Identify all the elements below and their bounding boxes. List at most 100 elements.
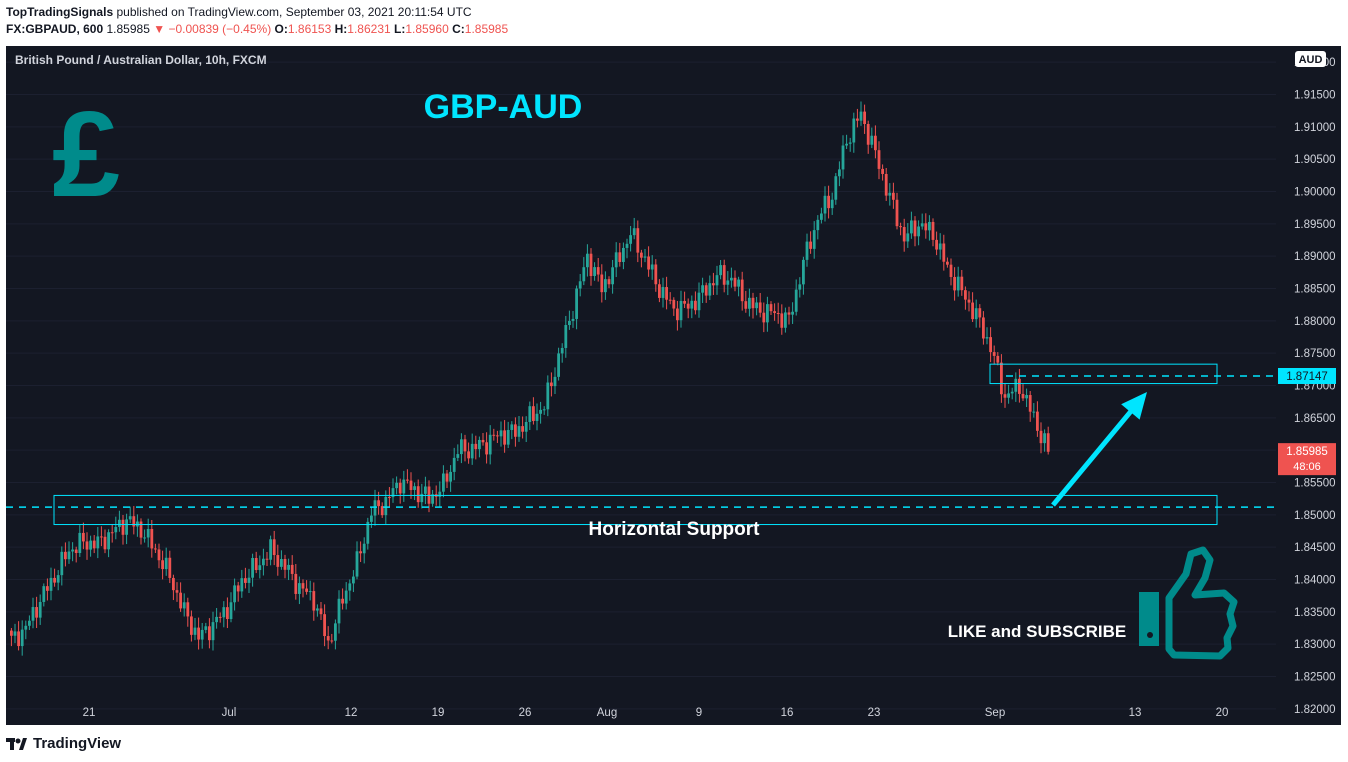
- candle-body: [193, 627, 197, 635]
- candle-body: [46, 586, 49, 591]
- resistance-price-tag: [1278, 367, 1336, 384]
- candle-body: [118, 519, 121, 527]
- candle-body: [229, 602, 233, 620]
- candle-body: [298, 583, 301, 594]
- y-tick-label: 1.91000: [1294, 122, 1336, 134]
- candle-body: [974, 308, 978, 320]
- candle-body: [524, 422, 528, 432]
- candle-body: [384, 496, 388, 516]
- candle-body: [697, 292, 701, 311]
- candle-body: [643, 256, 647, 258]
- candle-body: [420, 493, 424, 503]
- candle-body: [92, 540, 96, 549]
- candle-body: [506, 429, 510, 445]
- candle-body: [1003, 394, 1007, 398]
- y-tick-label: 1.83500: [1294, 607, 1336, 619]
- candle-body: [589, 253, 593, 277]
- candle-body: [13, 631, 17, 636]
- candle-body: [31, 607, 35, 621]
- candle-body: [240, 578, 244, 592]
- tradingview-footer[interactable]: TradingView: [6, 735, 121, 752]
- x-tick-label: Jul: [222, 707, 237, 719]
- candle-body: [902, 227, 906, 242]
- candle-body: [474, 443, 478, 450]
- close-label: C:: [452, 22, 465, 36]
- candle-body: [233, 585, 236, 603]
- candle-body: [100, 536, 103, 538]
- candle-body: [352, 576, 355, 584]
- chart-area[interactable]: GBP-AUD British Pound / Australian Dolla…: [6, 46, 1341, 725]
- candle-body: [269, 539, 272, 560]
- candle-body: [42, 586, 46, 602]
- candle-body: [895, 199, 899, 227]
- candle-body: [265, 558, 269, 560]
- candle-body: [78, 532, 82, 553]
- author-name[interactable]: TopTradingSignals: [6, 5, 114, 19]
- candle-body: [877, 150, 881, 169]
- price-chart[interactable]: GBP-AUD British Pound / Australian Dolla…: [6, 46, 1341, 725]
- candle-body: [600, 274, 604, 293]
- candle-body: [283, 559, 287, 570]
- candle-body: [67, 551, 71, 560]
- candle-body: [546, 382, 550, 410]
- candle-body: [236, 585, 240, 592]
- candle-body: [370, 515, 373, 522]
- candle-body: [146, 528, 150, 538]
- candle-body: [892, 192, 895, 200]
- candle-body: [254, 558, 258, 571]
- resistance-zone-box[interactable]: [989, 363, 1218, 385]
- candle-body: [982, 317, 985, 339]
- publish-date: published on TradingView.com, September …: [116, 5, 472, 19]
- x-tick-label: 19: [432, 707, 445, 719]
- candle-body: [960, 276, 964, 291]
- tradingview-brand: TradingView: [33, 735, 122, 752]
- candle-body: [694, 300, 697, 311]
- candle-body: [884, 173, 888, 196]
- tradingview-logo-icon: [6, 737, 27, 750]
- candle-body: [769, 304, 773, 312]
- candle-body: [132, 516, 136, 527]
- candle-body: [938, 243, 942, 250]
- candle-body: [301, 583, 305, 589]
- candle-body: [748, 297, 751, 309]
- low-label: L:: [394, 22, 406, 36]
- candle-body: [985, 337, 989, 339]
- candle-body: [445, 473, 449, 482]
- candle-body: [791, 311, 794, 315]
- candle-body: [287, 564, 290, 570]
- candle-body: [654, 264, 658, 285]
- candle-body: [17, 631, 20, 647]
- candle-body: [96, 536, 100, 549]
- resistance-price-label: 1.87147: [1286, 371, 1328, 383]
- candle-body: [888, 192, 892, 196]
- y-tick-label: 1.90000: [1294, 187, 1336, 199]
- candle-body: [1010, 391, 1014, 394]
- candle-body: [607, 279, 611, 285]
- candle-body: [53, 577, 56, 583]
- candle-body: [330, 640, 334, 642]
- candle-body: [802, 259, 805, 285]
- candle-body: [776, 313, 780, 315]
- y-tick-label: 1.82500: [1294, 672, 1336, 684]
- candle-body: [575, 288, 578, 319]
- candle-body: [964, 290, 967, 300]
- candle-body: [218, 616, 222, 618]
- candle-body: [182, 602, 186, 609]
- candle-body: [478, 439, 481, 450]
- currency-badge[interactable]: [1295, 51, 1326, 67]
- candle-body: [71, 549, 74, 552]
- candle-body: [49, 577, 53, 591]
- instrument-label: British Pound / Australian Dollar, 10h, …: [15, 53, 267, 67]
- candle-body: [830, 199, 834, 209]
- target-arrow[interactable]: [1051, 391, 1147, 507]
- support-zone-box[interactable]: [53, 494, 1218, 526]
- candle-body: [578, 281, 582, 289]
- like-subscribe-text: LIKE and SUBSCRIBE: [948, 622, 1127, 641]
- candle-body: [1028, 395, 1032, 412]
- candle-body: [866, 124, 870, 145]
- candle-body: [452, 457, 456, 472]
- candle-body: [658, 284, 661, 298]
- candle-body: [1046, 433, 1050, 452]
- candle-body: [679, 300, 683, 321]
- candle-body: [341, 598, 344, 604]
